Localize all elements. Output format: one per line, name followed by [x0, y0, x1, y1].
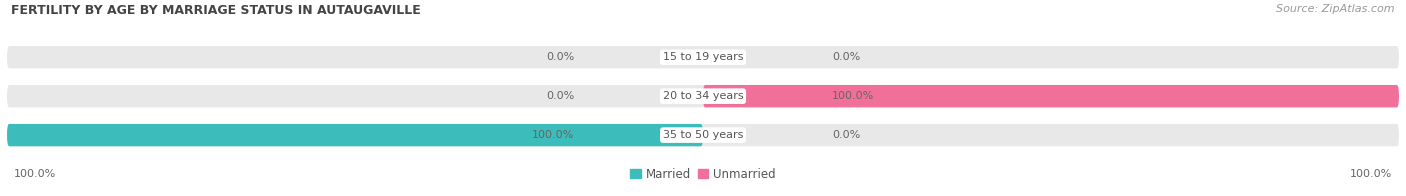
Text: 20 to 34 years: 20 to 34 years: [662, 91, 744, 101]
Text: 0.0%: 0.0%: [546, 91, 574, 101]
Text: 35 to 50 years: 35 to 50 years: [662, 130, 744, 140]
Text: 100.0%: 100.0%: [531, 130, 574, 140]
Text: Source: ZipAtlas.com: Source: ZipAtlas.com: [1277, 4, 1395, 14]
FancyBboxPatch shape: [7, 46, 1399, 68]
Legend: Married, Unmarried: Married, Unmarried: [626, 163, 780, 185]
Text: 100.0%: 100.0%: [1350, 169, 1392, 179]
FancyBboxPatch shape: [703, 85, 1399, 107]
FancyBboxPatch shape: [7, 124, 703, 146]
Text: 100.0%: 100.0%: [832, 91, 875, 101]
FancyBboxPatch shape: [7, 124, 1399, 146]
FancyBboxPatch shape: [7, 85, 1399, 107]
Text: FERTILITY BY AGE BY MARRIAGE STATUS IN AUTAUGAVILLE: FERTILITY BY AGE BY MARRIAGE STATUS IN A…: [11, 4, 420, 17]
Text: 100.0%: 100.0%: [14, 169, 56, 179]
Text: 0.0%: 0.0%: [832, 52, 860, 62]
Text: 0.0%: 0.0%: [832, 130, 860, 140]
Text: 15 to 19 years: 15 to 19 years: [662, 52, 744, 62]
Text: 0.0%: 0.0%: [546, 52, 574, 62]
